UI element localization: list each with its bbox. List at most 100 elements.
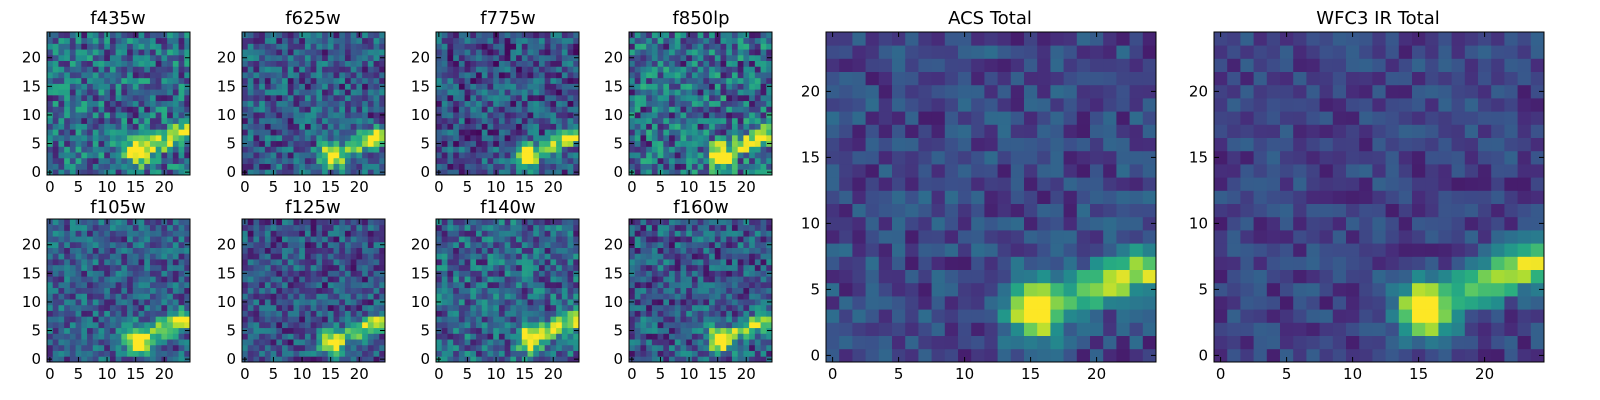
x-tick-label: 20	[155, 178, 174, 196]
heatmap-cell	[69, 66, 76, 73]
heatmap-cell	[149, 316, 157, 323]
heatmap-cell	[657, 339, 664, 346]
heatmap-cell	[276, 77, 283, 84]
heatmap-cell	[731, 169, 739, 176]
heatmap-cell	[58, 241, 65, 248]
heatmap-cell	[441, 219, 448, 226]
heatmap-cell	[276, 276, 283, 283]
heatmap-cell	[350, 43, 357, 50]
heatmap-cell	[481, 123, 488, 130]
heatmap-cell	[344, 327, 352, 334]
heatmap-cell	[749, 106, 756, 113]
heatmap-cell	[470, 94, 477, 102]
heatmap-cell	[293, 60, 300, 67]
heatmap-cell	[304, 157, 312, 164]
heatmap-cell	[276, 316, 283, 323]
heatmap-cell	[458, 117, 465, 124]
heatmap-cell	[64, 270, 71, 277]
heatmap-cell	[367, 247, 374, 254]
heatmap-cell	[362, 66, 369, 73]
heatmap-cell	[487, 140, 494, 147]
heatmap-cell	[264, 77, 271, 84]
heatmap-cell	[87, 43, 94, 50]
heatmap-cell	[47, 339, 54, 346]
heatmap-cell	[516, 43, 523, 50]
heatmap-cell	[498, 66, 506, 73]
heatmap-cell	[743, 100, 750, 107]
heatmap-cell	[487, 333, 494, 340]
heatmap-cell	[87, 327, 94, 334]
heatmap-cell	[310, 259, 317, 266]
heatmap-cell	[476, 281, 483, 289]
heatmap-cell	[127, 276, 134, 283]
heatmap-cell	[87, 276, 94, 283]
heatmap-cell	[441, 66, 448, 73]
heatmap-cell	[498, 54, 506, 61]
heatmap-cell	[629, 163, 636, 170]
heatmap-cell	[144, 321, 151, 329]
heatmap-cell	[270, 253, 277, 260]
heatmap-cell	[253, 276, 260, 283]
heatmap-cell	[669, 112, 676, 119]
heatmap-cell	[669, 293, 676, 300]
heatmap-cell	[550, 259, 557, 266]
x-tick-label: 0	[240, 365, 250, 383]
heatmap-cell	[680, 94, 687, 102]
heatmap-cell	[149, 140, 157, 147]
heatmap-cell	[115, 37, 122, 44]
heatmap-cell	[127, 152, 134, 159]
heatmap-cell	[52, 264, 59, 271]
heatmap-cell	[464, 230, 471, 237]
heatmap-cell	[149, 100, 157, 107]
heatmap-cell	[737, 350, 744, 357]
heatmap-cell	[714, 100, 721, 107]
heatmap-cell	[322, 54, 329, 61]
heatmap-cell	[703, 54, 710, 61]
heatmap-cell	[287, 241, 294, 248]
heatmap-cell	[737, 356, 744, 363]
heatmap-cell	[697, 169, 704, 176]
heatmap-cell	[52, 37, 59, 44]
heatmap-cell	[538, 43, 546, 50]
heatmap-cell	[115, 112, 122, 119]
heatmap-cell	[749, 94, 756, 102]
heatmap-cell	[533, 89, 540, 96]
heatmap-cell	[362, 236, 369, 243]
heatmap-cell	[510, 129, 517, 136]
heatmap-cell	[441, 100, 448, 107]
heatmap-cell	[178, 117, 185, 124]
heatmap-cell	[264, 356, 271, 363]
heatmap-cell	[669, 356, 676, 363]
heatmap-cell	[167, 60, 174, 67]
heatmap-cell	[504, 129, 511, 136]
heatmap-cell	[737, 157, 744, 164]
heatmap-cell	[550, 37, 557, 44]
heatmap-cell	[573, 66, 580, 73]
heatmap-cell	[470, 293, 477, 300]
heatmap-cell	[533, 100, 540, 107]
heatmap-cell	[754, 310, 761, 317]
heatmap-cell	[754, 304, 761, 311]
heatmap-cell	[516, 253, 523, 260]
heatmap-cell	[367, 89, 374, 96]
heatmap-cell	[304, 77, 312, 84]
heatmap-cell	[550, 129, 557, 136]
heatmap-cell	[476, 236, 483, 243]
heatmap-cell	[75, 299, 82, 306]
heatmap-cell	[766, 333, 773, 340]
heatmap-cell	[270, 299, 277, 306]
heatmap-cell	[259, 219, 266, 226]
heatmap-cell	[362, 54, 369, 61]
heatmap-cell	[58, 219, 65, 226]
heatmap-cell	[521, 77, 528, 84]
y-tick-label: 20	[604, 49, 623, 67]
heatmap-cell	[247, 72, 254, 79]
heatmap-cell	[373, 129, 380, 136]
heatmap-cell	[184, 281, 191, 289]
heatmap-cell	[47, 157, 54, 164]
heatmap-cell	[516, 333, 523, 340]
heatmap-cell	[75, 117, 82, 124]
heatmap-cell	[138, 49, 145, 56]
heatmap-cell	[92, 247, 99, 254]
heatmap-cell	[178, 60, 185, 67]
